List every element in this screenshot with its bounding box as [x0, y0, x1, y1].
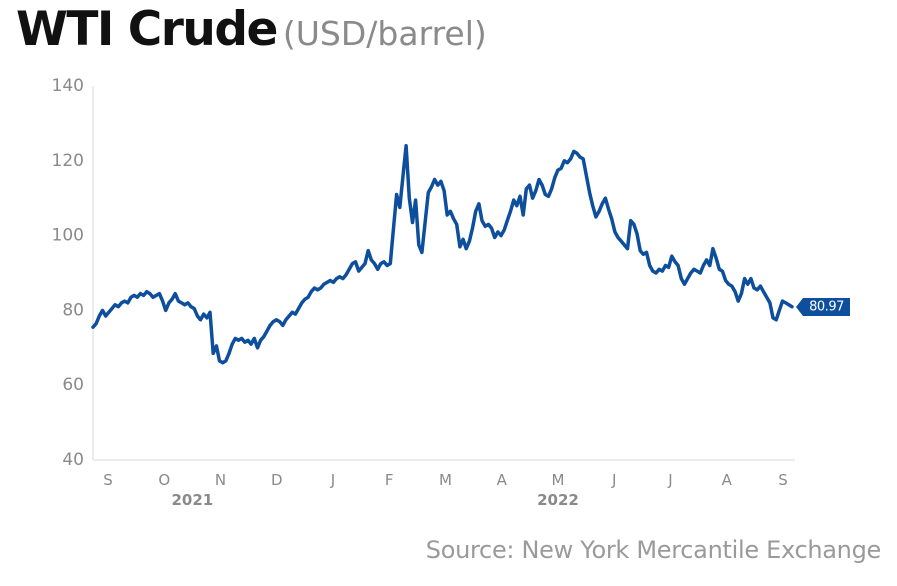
- y-tick-label: 40: [62, 450, 84, 470]
- x-tick-label: D: [271, 471, 283, 489]
- year-label: 2021: [172, 491, 214, 509]
- year-label: 2022: [537, 491, 579, 509]
- x-tick-label: M: [439, 471, 452, 489]
- last-value-flag: [796, 298, 850, 316]
- year-labels: 2021 2022: [172, 491, 579, 509]
- x-tick-label: S: [778, 471, 788, 489]
- x-tick-label: S: [103, 471, 113, 489]
- x-tick-label: J: [611, 471, 616, 489]
- y-tick-label: 140: [52, 76, 84, 96]
- x-tick-label: F: [385, 471, 394, 489]
- last-value-marker: 80.97: [796, 298, 850, 316]
- x-tick-label: N: [215, 471, 226, 489]
- y-tick-label: 80: [62, 300, 84, 320]
- x-tick-label: J: [330, 471, 335, 489]
- price-series-line: [91, 144, 794, 365]
- x-tick-label: J: [667, 471, 672, 489]
- last-value-label: 80.97: [809, 300, 844, 315]
- x-tick-label: A: [722, 471, 733, 489]
- x-tick-label: O: [158, 471, 170, 489]
- y-tick-label: 120: [52, 151, 84, 171]
- x-tick-label: A: [497, 471, 508, 489]
- source-note: Source: New York Mercantile Exchange: [425, 536, 882, 564]
- chart-title: WTI Crude: [16, 2, 278, 57]
- y-tick-label: 60: [62, 375, 84, 395]
- y-axis-ticks: 40 60 80 100 120 140: [52, 76, 84, 470]
- chart-subtitle: (USD/barrel): [282, 14, 487, 53]
- y-tick-label: 100: [52, 226, 84, 246]
- x-tick-label: M: [552, 471, 565, 489]
